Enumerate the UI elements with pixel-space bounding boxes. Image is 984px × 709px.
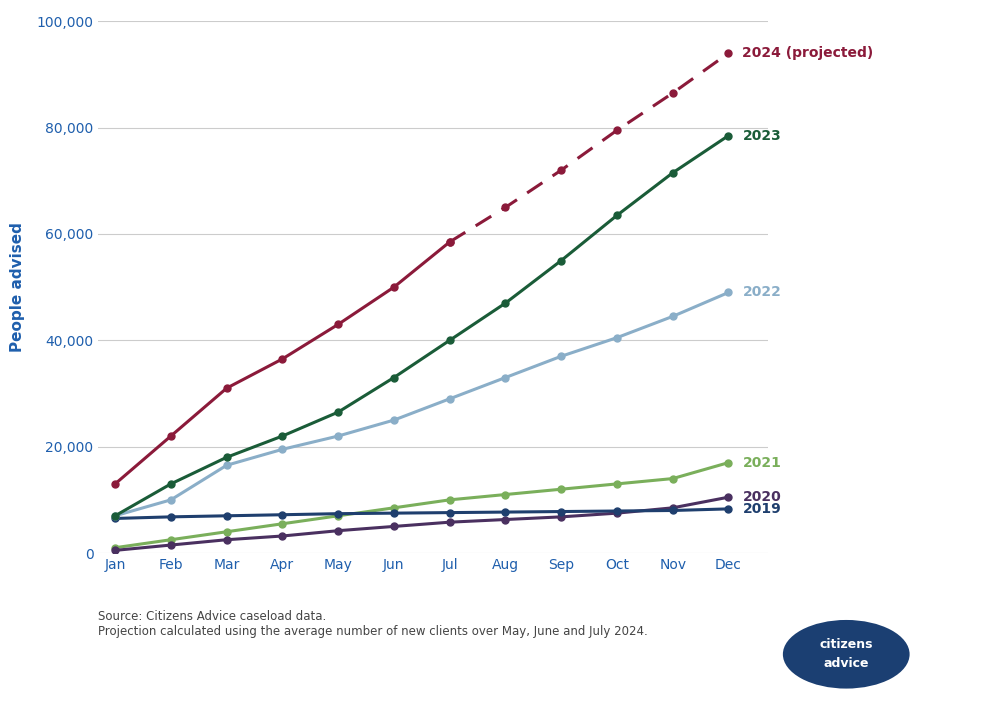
Ellipse shape xyxy=(783,620,909,688)
Text: 2022: 2022 xyxy=(743,286,781,299)
Text: 2020: 2020 xyxy=(743,490,781,504)
Text: advice: advice xyxy=(824,657,869,670)
Text: 2024 (projected): 2024 (projected) xyxy=(743,46,874,60)
Text: 2019: 2019 xyxy=(743,502,781,516)
Y-axis label: People advised: People advised xyxy=(11,222,26,352)
Text: 2021: 2021 xyxy=(743,456,781,469)
Text: citizens: citizens xyxy=(820,637,873,651)
Text: Source: Citizens Advice caseload data.
Projection calculated using the average n: Source: Citizens Advice caseload data. P… xyxy=(98,610,648,637)
Text: 2023: 2023 xyxy=(743,128,781,143)
